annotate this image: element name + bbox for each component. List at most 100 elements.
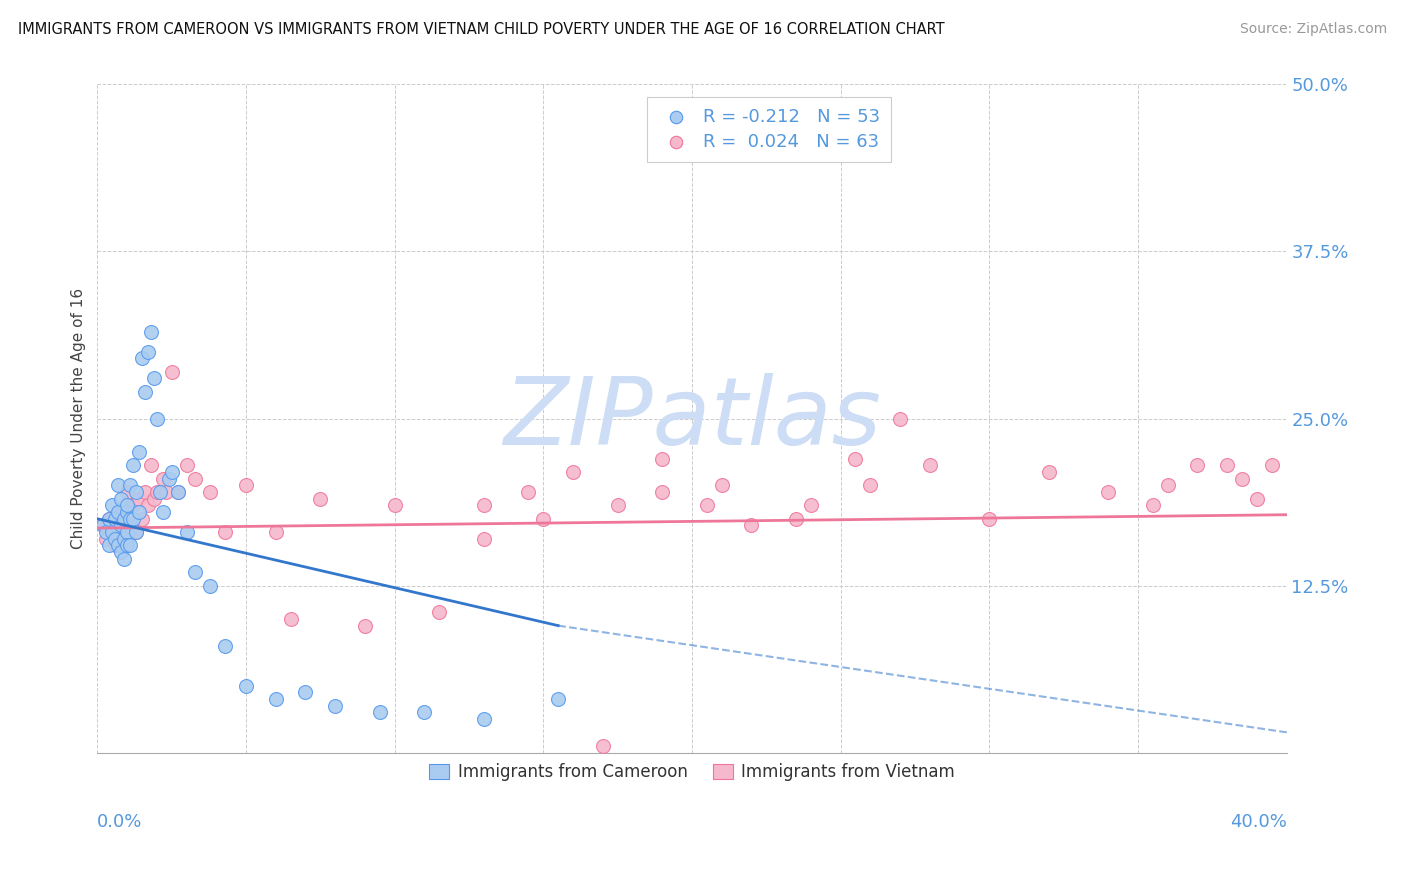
Text: 0.0%: 0.0% xyxy=(97,813,143,830)
Point xyxy=(280,612,302,626)
Point xyxy=(200,578,222,592)
Point xyxy=(152,472,174,486)
Point xyxy=(120,512,142,526)
Point xyxy=(104,512,127,526)
Text: Source: ZipAtlas.com: Source: ZipAtlas.com xyxy=(1240,22,1388,37)
Point xyxy=(157,472,180,486)
Point xyxy=(294,685,316,699)
Point xyxy=(110,512,132,526)
Point xyxy=(115,499,138,513)
Point xyxy=(120,539,142,553)
Point xyxy=(101,525,124,540)
Point xyxy=(120,478,142,492)
Point xyxy=(104,532,127,546)
Point xyxy=(323,698,346,713)
Point xyxy=(110,518,132,533)
Point xyxy=(91,518,114,533)
Text: 40.0%: 40.0% xyxy=(1230,813,1286,830)
Point xyxy=(184,565,207,579)
Point xyxy=(979,512,1001,526)
Point xyxy=(115,505,138,519)
Point xyxy=(160,465,183,479)
Point xyxy=(235,679,257,693)
Point xyxy=(740,518,762,533)
Point xyxy=(139,458,162,473)
Point xyxy=(112,512,135,526)
Point xyxy=(122,499,145,513)
Point xyxy=(104,539,127,553)
Point xyxy=(800,499,823,513)
Point xyxy=(606,499,628,513)
Point xyxy=(427,605,450,619)
Point xyxy=(91,518,114,533)
Point xyxy=(115,525,138,540)
Point xyxy=(107,478,129,492)
Point xyxy=(214,639,236,653)
Point xyxy=(1230,472,1253,486)
Point xyxy=(889,411,911,425)
Point xyxy=(131,351,153,366)
Point xyxy=(101,525,124,540)
Point xyxy=(710,478,733,492)
Point xyxy=(125,525,148,540)
Point xyxy=(1216,458,1239,473)
Point xyxy=(136,344,159,359)
Point xyxy=(1246,491,1268,506)
Point xyxy=(146,411,169,425)
Point xyxy=(309,491,332,506)
Point xyxy=(142,371,165,385)
Point xyxy=(112,525,135,540)
Point xyxy=(1260,458,1282,473)
Point xyxy=(531,512,554,526)
Point xyxy=(122,512,145,526)
Point xyxy=(98,512,121,526)
Point xyxy=(517,485,540,500)
Point xyxy=(110,545,132,559)
Point xyxy=(1142,499,1164,513)
Point xyxy=(166,485,188,500)
Point xyxy=(146,485,169,500)
Point xyxy=(149,485,172,500)
Point xyxy=(128,445,150,459)
Point xyxy=(354,618,377,632)
Point xyxy=(115,539,138,553)
Point xyxy=(96,525,118,540)
Point xyxy=(472,499,495,513)
Point xyxy=(918,458,941,473)
Point xyxy=(859,478,882,492)
Point xyxy=(120,512,142,526)
Point xyxy=(1187,458,1209,473)
Point xyxy=(115,505,138,519)
Point xyxy=(176,458,198,473)
Point xyxy=(142,491,165,506)
Point xyxy=(200,485,222,500)
Point xyxy=(96,532,118,546)
Point xyxy=(128,505,150,519)
Point xyxy=(547,692,569,706)
Point xyxy=(1156,478,1178,492)
Point xyxy=(152,505,174,519)
Point xyxy=(134,384,156,399)
Point xyxy=(125,485,148,500)
Point xyxy=(176,525,198,540)
Point xyxy=(166,485,188,500)
Point xyxy=(472,532,495,546)
Point xyxy=(107,539,129,553)
Point xyxy=(107,505,129,519)
Point xyxy=(264,525,287,540)
Y-axis label: Child Poverty Under the Age of 16: Child Poverty Under the Age of 16 xyxy=(72,288,86,549)
Point xyxy=(131,512,153,526)
Point xyxy=(122,458,145,473)
Point xyxy=(184,472,207,486)
Point xyxy=(696,499,718,513)
Legend: Immigrants from Cameroon, Immigrants from Vietnam: Immigrants from Cameroon, Immigrants fro… xyxy=(423,756,962,788)
Point xyxy=(139,325,162,339)
Point xyxy=(1038,465,1060,479)
Text: IMMIGRANTS FROM CAMEROON VS IMMIGRANTS FROM VIETNAM CHILD POVERTY UNDER THE AGE : IMMIGRANTS FROM CAMEROON VS IMMIGRANTS F… xyxy=(18,22,945,37)
Point xyxy=(651,451,673,466)
Point xyxy=(101,499,124,513)
Point xyxy=(98,512,121,526)
Point xyxy=(112,551,135,566)
Point xyxy=(1097,485,1119,500)
Point xyxy=(413,706,436,720)
